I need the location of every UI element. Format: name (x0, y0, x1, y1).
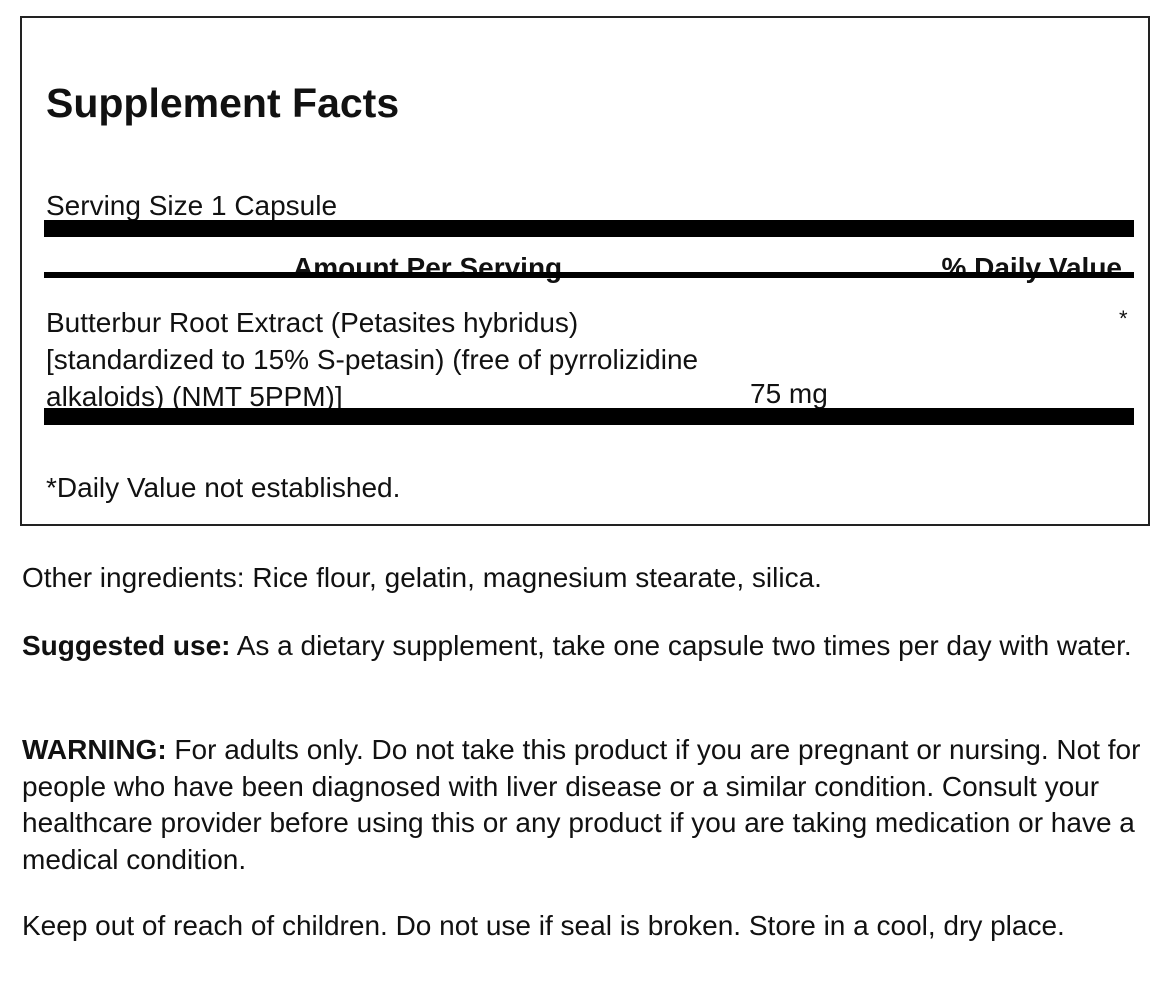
warning: WARNING: For adults only. Do not take th… (22, 732, 1152, 878)
warning-label: WARNING: (22, 734, 167, 765)
panel-title: Supplement Facts (46, 80, 400, 126)
suggested-use: Suggested use: As a dietary supplement, … (22, 628, 1152, 665)
thick-divider (44, 220, 1134, 237)
header-daily-value: % Daily Value (941, 252, 1122, 283)
ingredient-line: Butterbur Root Extract (Petasites hybrid… (46, 307, 579, 338)
suggested-use-text: As a dietary supplement, take one capsul… (230, 630, 1132, 661)
ingredient-amount: 75 mg (750, 378, 828, 409)
supplement-facts-panel: Supplement Facts Serving Size 1 Capsule … (20, 16, 1150, 526)
storage-instructions: Keep out of reach of children. Do not us… (22, 910, 1065, 941)
suggested-use-label: Suggested use: (22, 630, 231, 661)
ingredient-daily-value: * (1119, 306, 1128, 331)
thin-divider (44, 272, 1134, 278)
thick-divider (44, 408, 1134, 425)
other-ingredients: Other ingredients: Rice flour, gelatin, … (22, 562, 822, 593)
ingredient-line: [standardized to 15% S-petasin) (free of… (46, 344, 699, 375)
serving-size: Serving Size 1 Capsule (46, 190, 338, 221)
header-amount-per-serving: Amount Per Serving (293, 252, 563, 283)
ingredient-name: Butterbur Root Extract (Petasites hybrid… (46, 304, 866, 415)
warning-text: For adults only. Do not take this produc… (22, 734, 1141, 875)
footnote: *Daily Value not established. (46, 472, 401, 503)
ingredient-line: alkaloids) (NMT 5PPM)] (46, 381, 343, 412)
